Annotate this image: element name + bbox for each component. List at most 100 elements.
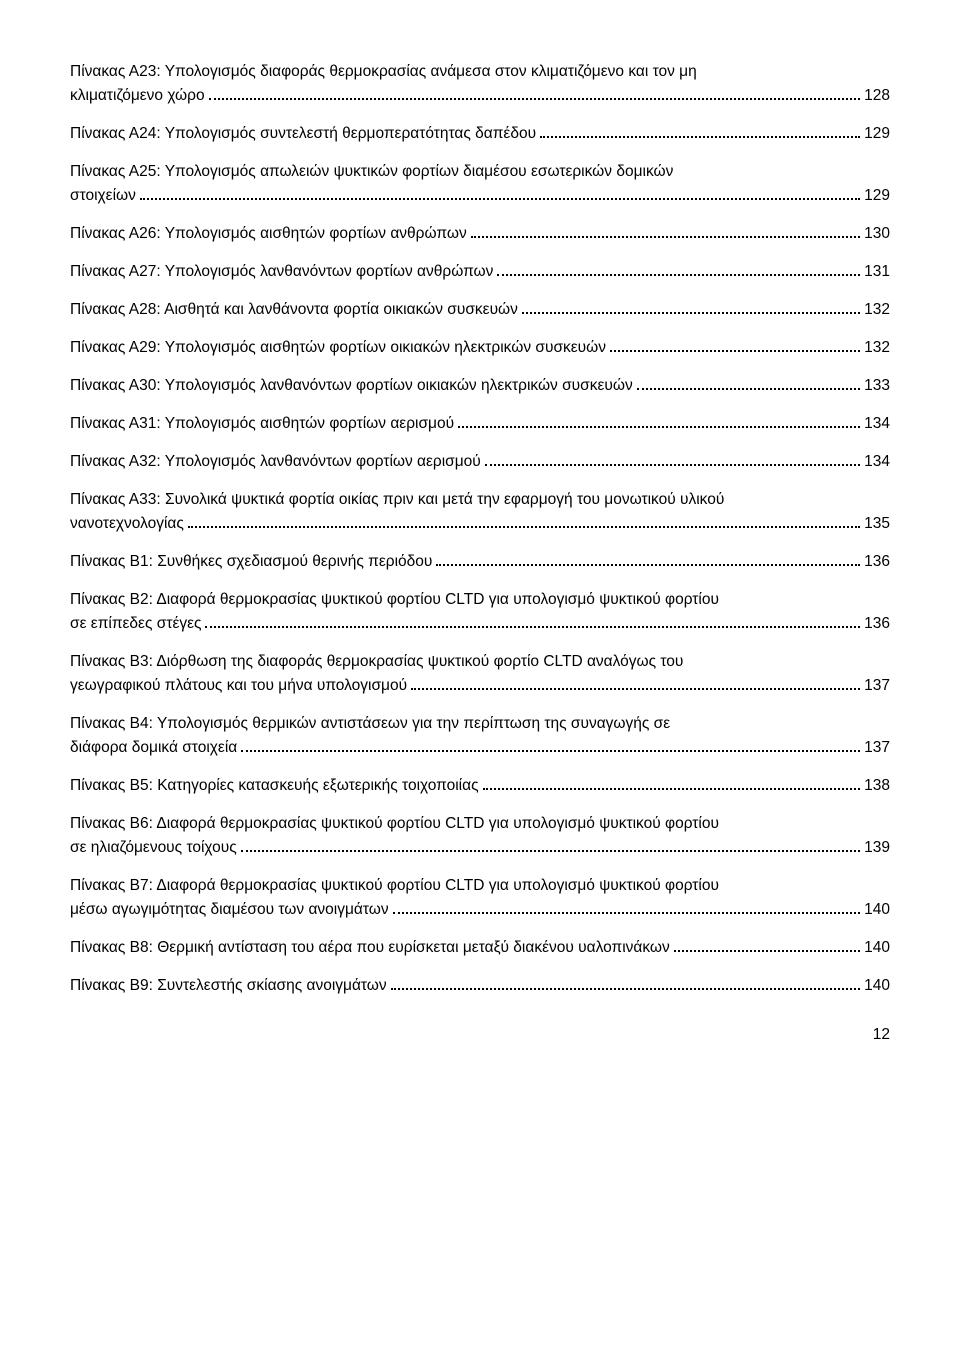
toc-entry: Πίνακας Β9: Συντελεστής σκίασης ανοιγμάτ… [70, 974, 890, 998]
toc-entry-line: Πίνακας Α27: Υπολογισμός λανθανόντων φορ… [70, 260, 890, 284]
toc-entry: Πίνακας Α24: Υπολογισμός συντελεστή θερμ… [70, 122, 890, 146]
toc-entry-text-tail: νανοτεχνολογίας [70, 512, 184, 536]
toc-entry-line: σε επίπεδες στέγες 136 [70, 612, 890, 636]
toc-leader-dots [205, 614, 860, 628]
table-of-contents: Πίνακας Α23: Υπολογισμός διαφοράς θερμοκ… [70, 60, 890, 998]
toc-entry-page: 140 [864, 974, 890, 998]
toc-entry-text-tail: στοιχείων [70, 184, 136, 208]
toc-entry-text-tail: γεωγραφικού πλάτους και του μήνα υπολογι… [70, 674, 407, 698]
toc-entry-line: Πίνακας Α26: Υπολογισμός αισθητών φορτίω… [70, 222, 890, 246]
toc-entry-text-tail: Πίνακας Α32: Υπολογισμός λανθανόντων φορ… [70, 450, 481, 474]
toc-entry: Πίνακας Α31: Υπολογισμός αισθητών φορτίω… [70, 412, 890, 436]
toc-entry: Πίνακας Α23: Υπολογισμός διαφοράς θερμοκ… [70, 60, 890, 108]
toc-entry-page: 136 [864, 550, 890, 574]
toc-leader-dots [411, 676, 860, 690]
toc-entry-text-tail: Πίνακας Β8: Θερμική αντίσταση του αέρα π… [70, 936, 670, 960]
toc-entry-line: νανοτεχνολογίας 135 [70, 512, 890, 536]
toc-entry-text-tail: μέσω αγωγιμότητας διαμέσου των ανοιγμάτω… [70, 898, 389, 922]
toc-entry-line: Πίνακας Α31: Υπολογισμός αισθητών φορτίω… [70, 412, 890, 436]
toc-entry-text: Πίνακας Α23: Υπολογισμός διαφοράς θερμοκ… [70, 60, 890, 84]
toc-entry-line: γεωγραφικού πλάτους και του μήνα υπολογι… [70, 674, 890, 698]
toc-entry-text: Πίνακας Α25: Υπολογισμός απωλειών ψυκτικ… [70, 160, 890, 184]
toc-leader-dots [458, 414, 860, 428]
toc-entry-line: Πίνακας Α30: Υπολογισμός λανθανόντων φορ… [70, 374, 890, 398]
toc-entry-text-tail: Πίνακας Α27: Υπολογισμός λανθανόντων φορ… [70, 260, 493, 284]
toc-entry-line: σε ηλιαζόμενους τοίχους139 [70, 836, 890, 860]
toc-entry: Πίνακας Α26: Υπολογισμός αισθητών φορτίω… [70, 222, 890, 246]
toc-entry-line: Πίνακας Α32: Υπολογισμός λανθανόντων φορ… [70, 450, 890, 474]
toc-leader-dots [483, 776, 861, 790]
toc-entry: Πίνακας Β8: Θερμική αντίσταση του αέρα π… [70, 936, 890, 960]
toc-entry-text: Πίνακας Β4: Υπολογισμός θερμικών αντιστά… [70, 712, 890, 736]
toc-entry-text-tail: σε επίπεδες στέγες [70, 612, 201, 636]
toc-entry-text-tail: διάφορα δομικά στοιχεία [70, 736, 237, 760]
toc-entry-text-tail: Πίνακας Α30: Υπολογισμός λανθανόντων φορ… [70, 374, 633, 398]
toc-entry: Πίνακας Α28: Αισθητά και λανθάνοντα φορτ… [70, 298, 890, 322]
toc-leader-dots [209, 86, 861, 100]
toc-leader-dots [140, 186, 860, 200]
toc-entry-text-tail: κλιματιζόμενο χώρο [70, 84, 205, 108]
toc-leader-dots [674, 938, 860, 952]
toc-entry-text-tail: Πίνακας Α26: Υπολογισμός αισθητών φορτίω… [70, 222, 467, 246]
toc-entry-text: Πίνακας Β7: Διαφορά θερμοκρασίας ψυκτικο… [70, 874, 890, 898]
toc-leader-dots [637, 376, 860, 390]
toc-entry-page: 132 [864, 298, 890, 322]
toc-entry: Πίνακας Α30: Υπολογισμός λανθανόντων φορ… [70, 374, 890, 398]
toc-entry-page: 137 [864, 674, 890, 698]
toc-entry-text: Πίνακας Α33: Συνολικά ψυκτικά φορτία οικ… [70, 488, 890, 512]
toc-leader-dots [471, 224, 860, 238]
toc-entry-page: 134 [864, 412, 890, 436]
toc-entry-text: Πίνακας Β2: Διαφορά θερμοκρασίας ψυκτικο… [70, 588, 890, 612]
toc-entry-text-tail: Πίνακας Β5: Κατηγορίες κατασκευής εξωτερ… [70, 774, 479, 798]
page-number: 12 [70, 1026, 890, 1044]
toc-entry-page: 140 [864, 936, 890, 960]
toc-entry: Πίνακας Β3: Διόρθωση της διαφοράς θερμοκ… [70, 650, 890, 698]
toc-entry-line: στοιχείων 129 [70, 184, 890, 208]
toc-entry: Πίνακας Α33: Συνολικά ψυκτικά φορτία οικ… [70, 488, 890, 536]
toc-entry-page: 137 [864, 736, 890, 760]
toc-entry-page: 135 [864, 512, 890, 536]
toc-entry-line: Πίνακας Β8: Θερμική αντίσταση του αέρα π… [70, 936, 890, 960]
toc-entry-page: 136 [864, 612, 890, 636]
toc-leader-dots [540, 124, 860, 138]
toc-entry-text-tail: σε ηλιαζόμενους τοίχους [70, 836, 237, 860]
toc-leader-dots [436, 552, 860, 566]
toc-leader-dots [393, 900, 861, 914]
toc-entry: Πίνακας Β4: Υπολογισμός θερμικών αντιστά… [70, 712, 890, 760]
toc-entry-page: 130 [864, 222, 890, 246]
toc-leader-dots [241, 838, 860, 852]
toc-leader-dots [497, 262, 860, 276]
toc-entry: Πίνακας Α25: Υπολογισμός απωλειών ψυκτικ… [70, 160, 890, 208]
toc-leader-dots [522, 300, 860, 314]
toc-entry: Πίνακας Α29: Υπολογισμός αισθητών φορτίω… [70, 336, 890, 360]
toc-entry-page: 140 [864, 898, 890, 922]
toc-entry-text-tail: Πίνακας Α31: Υπολογισμός αισθητών φορτίω… [70, 412, 454, 436]
toc-entry-text-tail: Πίνακας Α24: Υπολογισμός συντελεστή θερμ… [70, 122, 536, 146]
toc-entry-line: διάφορα δομικά στοιχεία 137 [70, 736, 890, 760]
toc-entry-text: Πίνακας Β6: Διαφορά θερμοκρασίας ψυκτικο… [70, 812, 890, 836]
toc-entry-page: 132 [864, 336, 890, 360]
toc-leader-dots [188, 514, 860, 528]
toc-entry-line: Πίνακας Α29: Υπολογισμός αισθητών φορτίω… [70, 336, 890, 360]
toc-entry-page: 138 [864, 774, 890, 798]
toc-entry-text-tail: Πίνακας Α28: Αισθητά και λανθάνοντα φορτ… [70, 298, 518, 322]
toc-entry: Πίνακας Α32: Υπολογισμός λανθανόντων φορ… [70, 450, 890, 474]
toc-entry: Πίνακας Β6: Διαφορά θερμοκρασίας ψυκτικο… [70, 812, 890, 860]
toc-entry: Πίνακας Β5: Κατηγορίες κατασκευής εξωτερ… [70, 774, 890, 798]
toc-entry-page: 131 [864, 260, 890, 284]
toc-leader-dots [241, 738, 860, 752]
toc-entry-page: 129 [864, 184, 890, 208]
toc-entry: Πίνακας Β7: Διαφορά θερμοκρασίας ψυκτικο… [70, 874, 890, 922]
toc-entry-page: 133 [864, 374, 890, 398]
toc-leader-dots [391, 976, 860, 990]
toc-entry-line: κλιματιζόμενο χώρο128 [70, 84, 890, 108]
toc-entry: Πίνακας Α27: Υπολογισμός λανθανόντων φορ… [70, 260, 890, 284]
toc-entry-text-tail: Πίνακας Α29: Υπολογισμός αισθητών φορτίω… [70, 336, 606, 360]
toc-entry-line: Πίνακας Α28: Αισθητά και λανθάνοντα φορτ… [70, 298, 890, 322]
toc-entry-text-tail: Πίνακας Β9: Συντελεστής σκίασης ανοιγμάτ… [70, 974, 387, 998]
toc-entry-text: Πίνακας Β3: Διόρθωση της διαφοράς θερμοκ… [70, 650, 890, 674]
toc-entry-line: Πίνακας Α24: Υπολογισμός συντελεστή θερμ… [70, 122, 890, 146]
toc-entry-line: Πίνακας Β1: Συνθήκες σχεδιασμού θερινής … [70, 550, 890, 574]
toc-entry-text-tail: Πίνακας Β1: Συνθήκες σχεδιασμού θερινής … [70, 550, 432, 574]
toc-entry: Πίνακας Β1: Συνθήκες σχεδιασμού θερινής … [70, 550, 890, 574]
